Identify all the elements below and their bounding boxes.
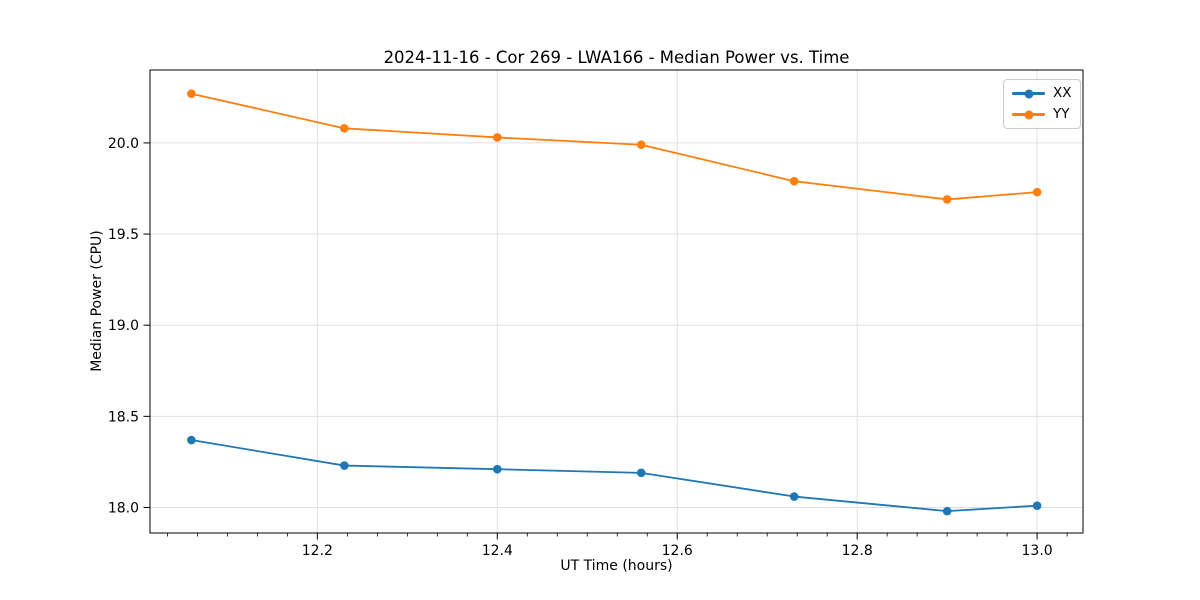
- marker-XX: [340, 461, 349, 470]
- marker-XX: [942, 506, 952, 516]
- x-tick-label: 12.2: [302, 543, 333, 559]
- y-tick-label: 18.5: [108, 409, 139, 425]
- marker-XX: [789, 492, 799, 501]
- marker-XX: [187, 435, 196, 445]
- marker-YY: [1032, 187, 1042, 197]
- legend-marker-sample: [1024, 110, 1033, 119]
- marker-YY: [340, 124, 349, 133]
- chart-title: 2024-11-16 - Cor 269 - LWA166 - Median P…: [383, 48, 850, 67]
- y-tick-label: 18.0: [108, 500, 139, 516]
- legend-item-YY: YY: [1012, 106, 1072, 123]
- marker-YY: [636, 140, 646, 150]
- x-axis-label: UT Time (hours): [560, 558, 673, 574]
- legend-line-sample: [1012, 110, 1045, 119]
- marker-YY: [492, 133, 502, 142]
- y-tick-label: 19.5: [108, 227, 139, 243]
- legend-label: YY: [1053, 106, 1070, 122]
- y-tick-label: 20.0: [108, 136, 139, 152]
- legend: XX YY: [1003, 79, 1081, 129]
- legend-label: XX: [1053, 85, 1072, 101]
- legend-item-XX: XX: [1012, 85, 1072, 102]
- series-line-XX: [190, 439, 1039, 513]
- marker-XX: [492, 464, 502, 474]
- x-tick-label: 12.4: [482, 543, 513, 559]
- marker-YY: [789, 176, 799, 186]
- x-tick-label: 12.6: [662, 543, 693, 559]
- plot-border: [149, 69, 1084, 534]
- marker-XX: [636, 468, 646, 478]
- series-line-YY: [190, 92, 1039, 201]
- legend-marker-sample: [1024, 89, 1033, 98]
- y-axis-label-text: Median Power (CPU): [89, 230, 105, 372]
- marker-XX: [1032, 501, 1042, 510]
- marker-YY: [187, 89, 196, 98]
- marker-YY: [942, 195, 952, 204]
- y-tick-label: 19.0: [108, 318, 139, 334]
- x-tick-label: 12.8: [842, 543, 873, 559]
- x-tick-label: 13.0: [1022, 543, 1053, 559]
- legend-line-sample: [1012, 89, 1045, 98]
